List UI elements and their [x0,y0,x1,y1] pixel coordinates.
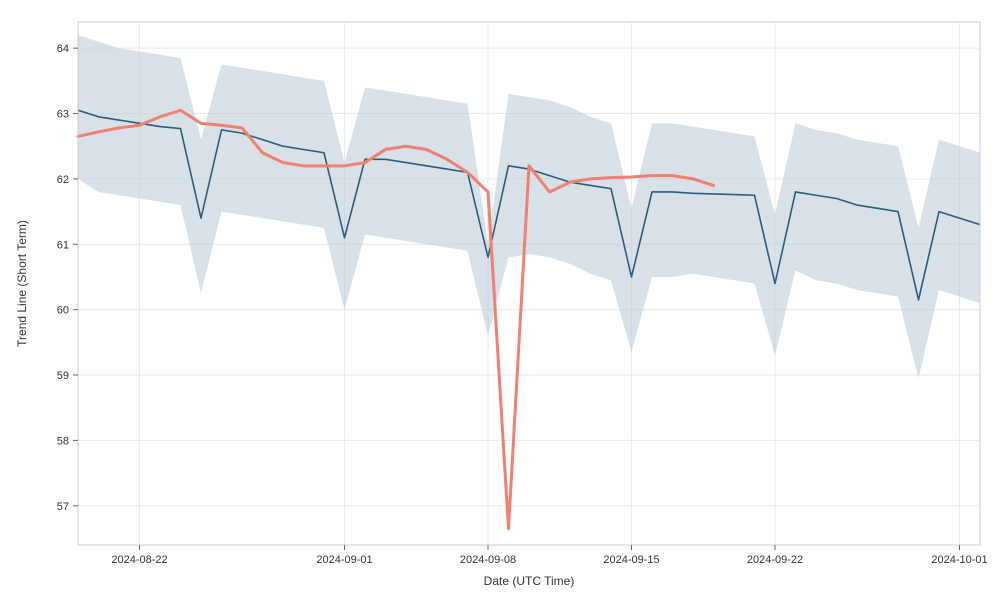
y-tick-label: 59 [57,370,69,382]
y-tick-label: 62 [57,174,69,186]
x-tick-label: 2024-09-15 [603,554,659,566]
x-axis-label: Date (UTC Time) [484,574,575,588]
x-tick-label: 2024-09-08 [460,554,516,566]
y-tick-label: 60 [57,305,69,317]
y-tick-label: 57 [57,501,69,513]
x-tick-label: 2024-10-01 [931,554,987,566]
x-tick-label: 2024-09-01 [316,554,372,566]
chart-svg: 57 58 59 60 61 62 63 64 2024-08-22 2024-09-01 2024… [0,0,1000,600]
trend-chart: 57 58 59 60 61 62 63 64 2024-08-22 2024-09-01 2024… [0,0,1000,600]
x-tick-label: 2024-08-22 [111,554,167,566]
y-tick-label: 64 [57,43,69,55]
y-tick-label: 58 [57,435,69,447]
x-tick-label: 2024-09-22 [747,554,803,566]
y-tick-label: 61 [57,239,69,251]
y-tick-label: 63 [57,109,69,121]
y-axis-label: Trend Line (Short Term) [15,220,29,347]
